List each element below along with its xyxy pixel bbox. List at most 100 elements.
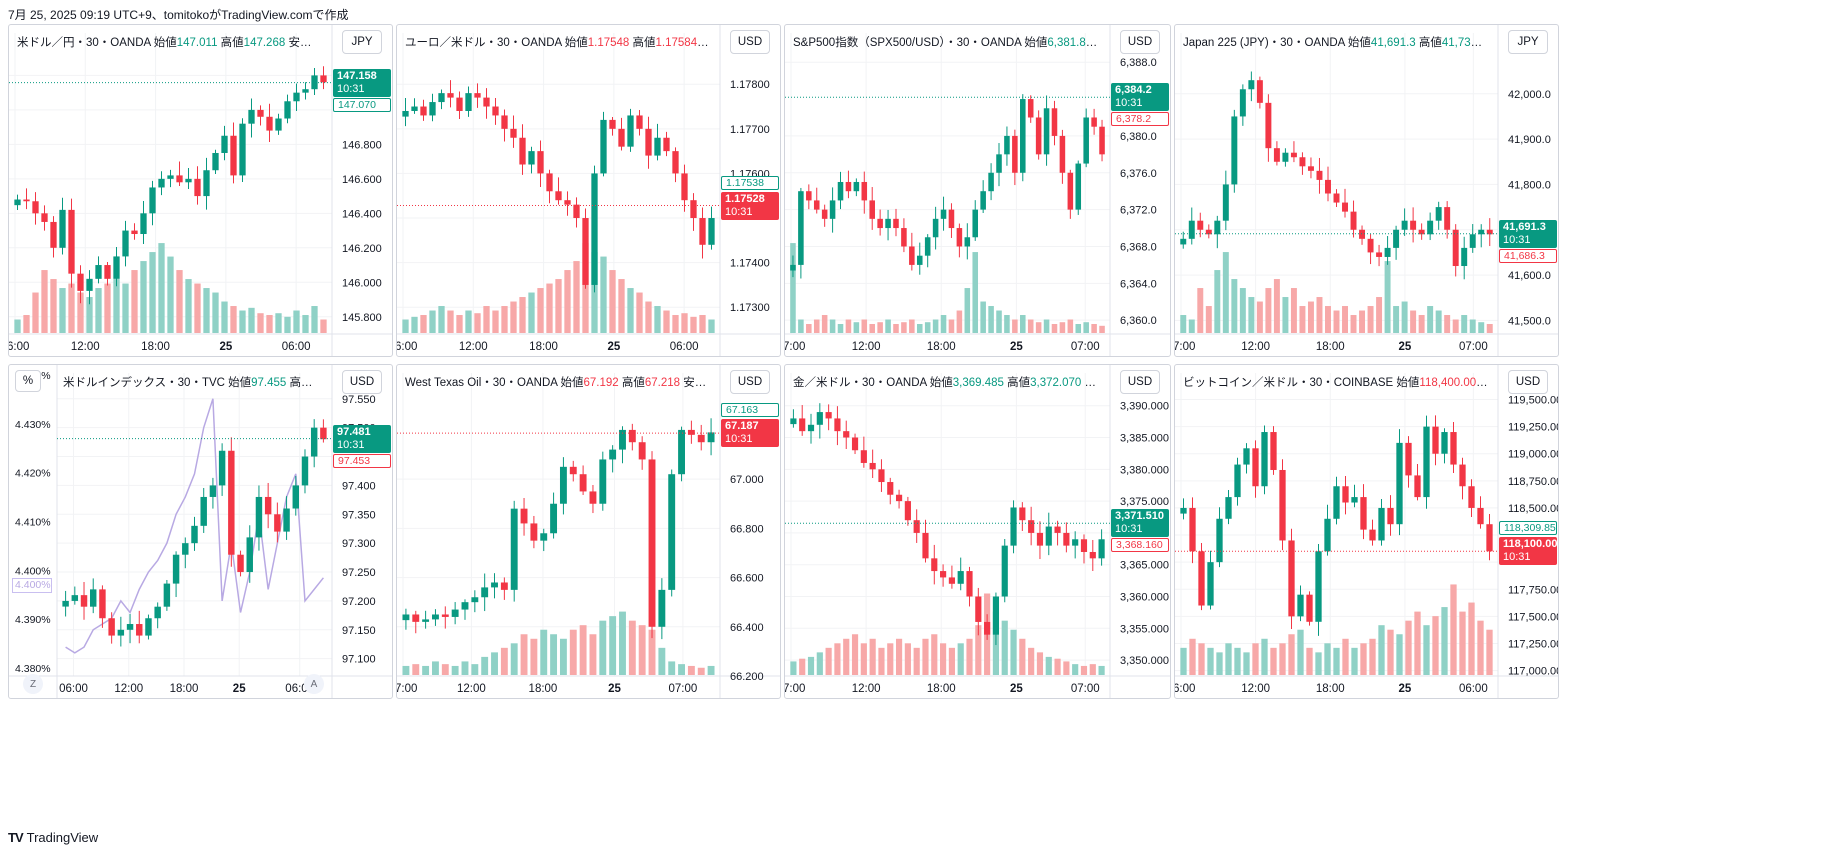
time-tick-label: 06:00 (1175, 683, 1195, 695)
price-tick-label: 146.600 (342, 174, 382, 186)
symbol-name[interactable]: 金／米ドル・30・OANDA (793, 377, 930, 389)
candle-body (790, 418, 797, 425)
volume-bar (1324, 643, 1331, 675)
volume-bar (221, 301, 228, 333)
candle-body (996, 154, 1002, 173)
chart-panel[interactable]: 41,500.041,600.041,700.041,800.041,900.0… (1174, 24, 1559, 357)
time-tick-label: 06:00 (59, 683, 88, 695)
candle-body (1256, 80, 1263, 103)
currency-selector[interactable]: USD (1120, 370, 1160, 394)
time-tick-label: 07:00 (1175, 341, 1195, 353)
currency-selector[interactable]: USD (730, 370, 770, 394)
auto-scale-button[interactable]: A (304, 674, 324, 694)
symbol-name[interactable]: ユーロ／米ドル・30・OANDA (405, 37, 565, 49)
candle-body (807, 424, 815, 432)
candle-body (167, 175, 174, 179)
candle-body (564, 200, 571, 205)
series-legend[interactable]: 金／米ドル・30・OANDA 始値3,369.485 高値3,372.070 安… (793, 374, 1100, 390)
volume-bar (1239, 288, 1246, 333)
price-tick-label: 97.300 (342, 538, 376, 550)
candle-body (984, 621, 991, 635)
chart-panel[interactable]: 6,360.0 6,364.0 6,368.0 6,372.0 6,376.0 6,380… (784, 24, 1171, 357)
currency-selector[interactable]: USD (342, 370, 382, 394)
series-legend[interactable]: Japan 225 (JPY)・30・OANDA 始値41,691.3 高値41… (1183, 34, 1488, 50)
candle-body (1261, 432, 1268, 487)
candle-body (931, 558, 938, 572)
currency-selector[interactable]: JPY (342, 30, 382, 54)
candle-body (275, 118, 282, 131)
chart-panel[interactable]: 66.200 66.400 66.600 66.800 67.000 07:00 12:00… (396, 364, 781, 699)
currency-selector[interactable]: USD (1120, 30, 1160, 54)
candle-body (1461, 247, 1468, 267)
candle-body (825, 412, 832, 419)
brand-name[interactable]: TradingView (26, 830, 99, 845)
symbol-name[interactable]: West Texas Oil・30・OANDA (405, 377, 561, 389)
symbol-name[interactable]: 米ドル／円・30・OANDA (17, 37, 154, 49)
series-legend[interactable]: ユーロ／米ドル・30・OANDA 始値1.17548 高値1.17584 安値… (405, 34, 710, 50)
series-legend[interactable]: West Texas Oil・30・OANDA 始値67.192 高値67.21… (405, 374, 710, 390)
symbol-name[interactable]: S&P500指数（SPX500/USD）・30・OANDA (793, 37, 1025, 49)
series-legend[interactable]: 米ドル／円・30・OANDA 始値147.011 高値147.268 安値146… (17, 34, 322, 50)
volume-bar (1282, 297, 1289, 333)
currency-selector[interactable]: USD (1508, 370, 1548, 394)
candle-body (893, 218, 899, 229)
volume-bar (1197, 288, 1204, 333)
currency-selector[interactable]: USD (730, 30, 770, 54)
candle-body (471, 597, 479, 603)
volume-bar (1410, 310, 1417, 333)
time-tick-label: 25 (607, 341, 620, 353)
volume-bar (266, 315, 273, 333)
price-tick-label: 6,372.0 (1120, 205, 1157, 217)
candle-body (519, 137, 526, 165)
volume-bar (697, 667, 705, 675)
percent-unit-selector[interactable]: % (15, 370, 41, 392)
candle-body (869, 462, 876, 470)
volume-bar (825, 647, 832, 675)
price-tick-label: 3,390.000 (1120, 401, 1169, 413)
candle-body (1468, 486, 1475, 508)
candle-body (1393, 229, 1400, 248)
volume-bar (816, 652, 823, 675)
chart-panel[interactable]: 3,350.000 3,355.000 3,360.000 3,365.000 3,37… (784, 364, 1171, 699)
symbol-name[interactable]: ビットコイン／米ドル・30・COINBASE (1183, 377, 1397, 389)
price-tick-label: 3,365.000 (1120, 560, 1169, 572)
volume-bar (636, 292, 643, 333)
volume-bar (1054, 658, 1061, 675)
yield-tick-label: 4.400% (15, 565, 51, 577)
series-legend[interactable]: ビットコイン／米ドル・30・COINBASE 始値118,400.00 高値… (1183, 374, 1488, 390)
volume-bar (1189, 638, 1196, 675)
chart-panel[interactable]: 117,000.00 117,250.00 117,500.00 117,750.00… (1174, 364, 1559, 699)
candle-body (1306, 594, 1313, 622)
price-tick-label: 119,000.00 (1508, 449, 1559, 461)
candle-body (501, 115, 508, 129)
price-tick-label: 6,368.0 (1120, 241, 1157, 253)
candle-body (411, 106, 418, 111)
symbol-name[interactable]: Japan 225 (JPY)・30・OANDA (1183, 37, 1348, 49)
candle-body (895, 494, 903, 502)
chart-panel[interactable]: 97.100 97.150 97.200 97.250 97.300 97.350 97.4… (8, 364, 393, 699)
volume-bar (1067, 319, 1074, 333)
candle-body (113, 256, 120, 279)
time-tick-label: 06:00 (670, 341, 699, 353)
volume-bar (1468, 602, 1475, 675)
symbol-name[interactable]: 米ドルインデックス・30・TVC (63, 377, 229, 389)
volume-bar (790, 243, 796, 333)
candle-body (591, 173, 598, 285)
tradingview-logo-icon[interactable]: TV (8, 830, 24, 845)
candle-body (1001, 545, 1008, 597)
series-legend[interactable]: S&P500指数（SPX500/USD）・30・OANDA 始値6,381.8 … (793, 34, 1100, 50)
volume-bar (1075, 324, 1082, 333)
candle-body (1059, 135, 1066, 173)
volume-bar (1180, 315, 1187, 333)
volume-bar (68, 283, 75, 333)
chart-panel[interactable]: 1.173001.174001.176001.177001.1780006:00… (396, 24, 781, 357)
volume-bar (537, 288, 544, 333)
candle-body (1427, 220, 1434, 235)
zoom-button[interactable]: Z (23, 674, 43, 694)
chart-panel[interactable]: 145.800 146.000 146.200 146.400 146.600 146.8… (8, 24, 393, 357)
currency-selector[interactable]: JPY (1508, 30, 1548, 54)
series-legend[interactable]: 米ドルインデックス・30・TVC 始値97.455 高値… (63, 374, 322, 390)
volume-bar (230, 306, 237, 333)
price-tick-label: 97.350 (342, 509, 376, 521)
volume-bar (1027, 319, 1034, 333)
